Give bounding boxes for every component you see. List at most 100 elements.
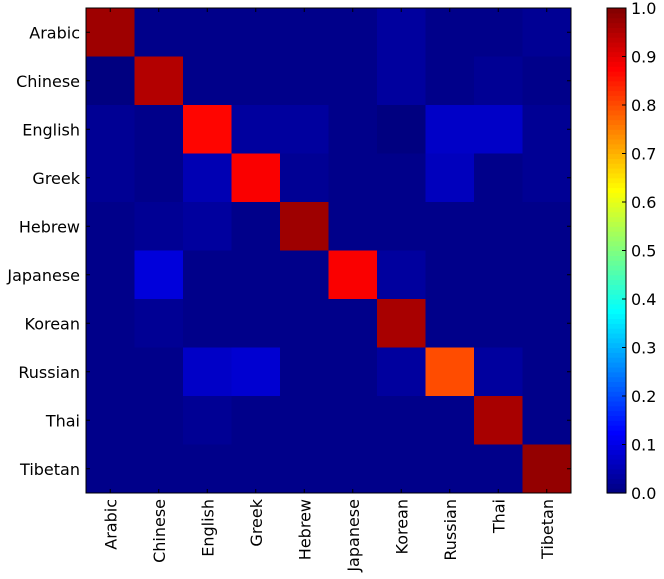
heatmap-cell-thai-chinese <box>135 396 184 445</box>
colorbar-stripe <box>607 178 626 183</box>
colorbar-stripe <box>607 57 626 62</box>
colorbar-stripe <box>607 129 626 134</box>
heatmap-cell-tibetan-thai <box>474 445 523 494</box>
colorbar-stripe <box>607 144 626 149</box>
heatmap-cell-english-tibetan <box>523 105 572 154</box>
heatmap-cell-thai-arabic <box>86 396 135 445</box>
colorbar-stripe <box>607 367 626 372</box>
heatmap-cell-greek-greek <box>232 154 281 203</box>
heatmap-cell-korean-chinese <box>135 299 184 348</box>
heatmap-cell-english-korean <box>377 105 426 154</box>
colorbar-tick-label: 0.4 <box>631 290 656 309</box>
heatmap-cell-japanese-hebrew <box>280 251 329 300</box>
colorbar-stripe <box>607 270 626 275</box>
heatmap-cell-thai-tibetan <box>523 396 572 445</box>
heatmap-cell-chinese-hebrew <box>280 57 329 106</box>
colorbar-stripe <box>607 66 626 71</box>
colorbar-stripe <box>607 483 626 488</box>
heatmap-cell-korean-korean <box>377 299 426 348</box>
heatmap-cell-hebrew-arabic <box>86 202 135 251</box>
heatmap-cell-japanese-tibetan <box>523 251 572 300</box>
heatmap-cell-chinese-russian <box>426 57 475 106</box>
colorbar-stripe <box>607 430 626 435</box>
colorbar-tick-label: 0.5 <box>631 242 656 261</box>
y-tick-label-english: English <box>22 120 80 139</box>
heatmap-cell-hebrew-thai <box>474 202 523 251</box>
heatmap-cell-arabic-english <box>183 8 232 57</box>
heatmap-cell-chinese-chinese <box>135 57 184 106</box>
heatmap-cell-russian-english <box>183 348 232 397</box>
heatmap-cell-tibetan-english <box>183 445 232 494</box>
heatmap-cell-tibetan-korean <box>377 445 426 494</box>
heatmap-cell-english-greek <box>232 105 281 154</box>
heatmap-cell-greek-korean <box>377 154 426 203</box>
x-tick-label-hebrew: Hebrew <box>295 499 314 560</box>
heatmap-cell-japanese-russian <box>426 251 475 300</box>
heatmap-cell-japanese-chinese <box>135 251 184 300</box>
heatmap-cell-japanese-thai <box>474 251 523 300</box>
colorbar-stripe <box>607 445 626 450</box>
colorbar-stripe <box>607 425 626 430</box>
heatmap-cell-tibetan-tibetan <box>523 445 572 494</box>
colorbar-stripe <box>607 318 626 323</box>
colorbar-stripe <box>607 71 626 76</box>
colorbar-stripe <box>607 289 626 294</box>
heatmap-cell-hebrew-english <box>183 202 232 251</box>
colorbar-stripe <box>607 110 626 115</box>
x-tick-label-russian: Russian <box>441 499 460 561</box>
heatmap-cell-tibetan-japanese <box>329 445 378 494</box>
heatmap-cell-english-arabic <box>86 105 135 154</box>
colorbar-stripe <box>607 217 626 222</box>
colorbar-stripe <box>607 18 626 23</box>
x-tick-label-korean: Korean <box>392 499 411 555</box>
colorbar-stripe <box>607 449 626 454</box>
colorbar-stripe <box>607 212 626 217</box>
colorbar-stripe <box>607 115 626 120</box>
y-tick-label-russian: Russian <box>18 363 80 382</box>
heatmap-cell-thai-korean <box>377 396 426 445</box>
colorbar-stripe <box>607 299 626 304</box>
colorbar-tick-label: 0.6 <box>631 193 656 212</box>
colorbar-stripe <box>607 323 626 328</box>
heatmap-cell-korean-hebrew <box>280 299 329 348</box>
heatmap-cell-chinese-english <box>183 57 232 106</box>
heatmap-cell-hebrew-chinese <box>135 202 184 251</box>
x-tick-label-thai: Thai <box>489 499 508 534</box>
heatmap-cell-chinese-tibetan <box>523 57 572 106</box>
heatmap-cell-greek-japanese <box>329 154 378 203</box>
y-tick-label-tibetan: Tibetan <box>19 460 80 479</box>
colorbar-stripe <box>607 386 626 391</box>
heatmap-cell-russian-hebrew <box>280 348 329 397</box>
colorbar-stripe <box>607 372 626 377</box>
heatmap-cell-thai-thai <box>474 396 523 445</box>
colorbar-stripe <box>607 396 626 401</box>
colorbar-tick-label: 0.9 <box>631 48 656 67</box>
heatmap-cell-korean-arabic <box>86 299 135 348</box>
heatmap-cell-hebrew-greek <box>232 202 281 251</box>
colorbar-stripe <box>607 280 626 285</box>
colorbar-stripe <box>607 241 626 246</box>
heatmap-cell-japanese-arabic <box>86 251 135 300</box>
colorbar-stripe <box>607 76 626 81</box>
colorbar-stripe <box>607 284 626 289</box>
x-tick-label-greek: Greek <box>247 498 266 546</box>
colorbar-stripe <box>607 304 626 309</box>
heatmap-cell-chinese-korean <box>377 57 426 106</box>
colorbar-stripe <box>607 415 626 420</box>
colorbar-tick-label: 0.3 <box>631 339 656 358</box>
heatmap-cell-chinese-greek <box>232 57 281 106</box>
heatmap-cell-russian-chinese <box>135 348 184 397</box>
heatmap-cell-tibetan-hebrew <box>280 445 329 494</box>
heatmap-cell-hebrew-hebrew <box>280 202 329 251</box>
heatmap-cell-greek-chinese <box>135 154 184 203</box>
colorbar-stripe <box>607 231 626 236</box>
colorbar-stripe <box>607 338 626 343</box>
colorbar-stripe <box>607 47 626 52</box>
colorbar-stripe <box>607 81 626 86</box>
heatmap-cell-arabic-japanese <box>329 8 378 57</box>
colorbar-tick-label: 1.0 <box>631 0 656 18</box>
colorbar-stripe <box>607 401 626 406</box>
heatmap-cell-english-english <box>183 105 232 154</box>
colorbar-stripe <box>607 163 626 168</box>
heatmap-cell-arabic-russian <box>426 8 475 57</box>
